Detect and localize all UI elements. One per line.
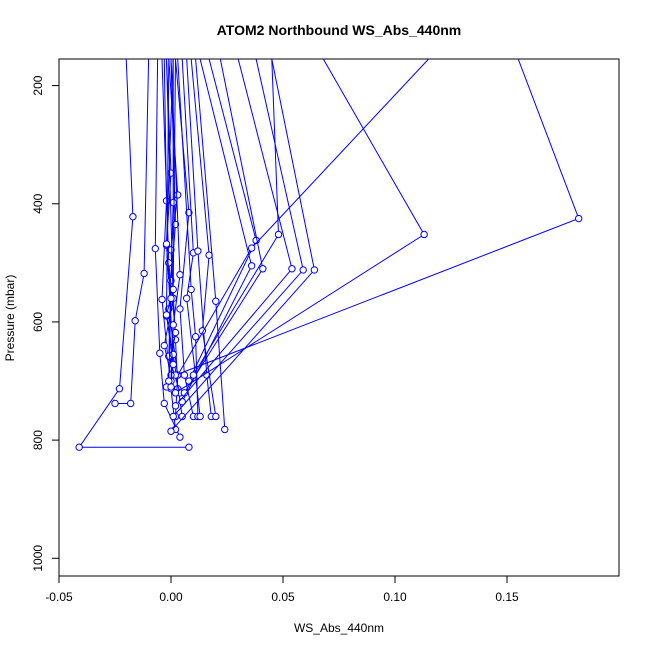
plot-area	[75, 59, 583, 451]
data-point	[247, 244, 256, 252]
data-point	[160, 341, 168, 350]
data-point	[176, 433, 184, 441]
data-point	[129, 213, 137, 221]
data-point	[212, 297, 220, 305]
x-tick-label: 0.00	[159, 590, 183, 604]
data-point	[162, 240, 171, 248]
data-point	[176, 270, 184, 279]
series-line	[186, 59, 212, 417]
data-point	[574, 214, 583, 223]
y-axis-label: Pressure (mbar)	[3, 275, 17, 362]
y-tick-label: 1000	[31, 545, 45, 572]
data-point	[75, 443, 83, 451]
data-point	[169, 350, 177, 359]
data-point	[169, 412, 177, 421]
data-point	[158, 295, 166, 304]
data-point	[171, 402, 180, 410]
data-point	[169, 285, 177, 294]
data-point	[247, 262, 256, 270]
x-tick-label: 0.15	[495, 590, 519, 604]
data-point	[115, 384, 124, 393]
plot-frame	[58, 58, 620, 577]
x-axis-label: WS_Abs_440nm	[294, 621, 384, 635]
data-point	[140, 269, 148, 278]
data-point	[165, 377, 173, 385]
series-line	[190, 59, 217, 417]
series-line	[192, 59, 280, 376]
series-line	[165, 59, 174, 382]
y-tick-label: 400	[31, 193, 45, 213]
y-axis: 200 400 600 800 1000	[31, 75, 60, 572]
data-point	[167, 294, 175, 302]
data-point	[274, 230, 283, 239]
chart-title: ATOM2 Northbound WS_Abs_440nm	[217, 22, 462, 38]
data-point	[160, 399, 168, 408]
data-point	[194, 247, 202, 255]
y-tick-label: 800	[31, 430, 45, 450]
data-point	[288, 265, 296, 273]
data-point	[126, 399, 135, 408]
x-tick-label: 0.05	[271, 590, 295, 604]
series-line	[177, 59, 199, 417]
data-point	[169, 360, 177, 369]
data-point	[299, 266, 307, 274]
data-point	[162, 311, 171, 319]
data-point	[187, 285, 195, 294]
y-tick-label: 200	[31, 75, 45, 95]
data-point	[191, 333, 200, 341]
data-point	[176, 305, 184, 313]
data-point	[131, 317, 139, 325]
data-point	[151, 244, 160, 253]
data-point	[167, 427, 175, 435]
data-point	[196, 412, 204, 421]
data-point	[212, 412, 220, 421]
data-point	[182, 294, 191, 302]
data-point	[174, 191, 182, 199]
data-point	[189, 371, 198, 379]
series-line	[175, 59, 580, 376]
data-point	[169, 321, 177, 329]
data-point	[185, 443, 193, 451]
x-tick-label: 0.10	[383, 590, 407, 604]
data-point	[171, 328, 180, 337]
series-line	[181, 59, 201, 417]
series-line	[163, 59, 174, 376]
x-axis: -0.05 0.00 0.05 0.10 0.15	[45, 575, 519, 604]
data-point	[167, 246, 175, 254]
data-point	[156, 349, 164, 357]
y-tick-label: 600	[31, 312, 45, 332]
x-tick-label: -0.05	[45, 590, 73, 604]
data-point	[221, 425, 229, 434]
data-point	[420, 230, 428, 239]
series-line	[177, 59, 429, 376]
data-point	[171, 389, 180, 397]
data-point	[310, 266, 319, 274]
data-point	[111, 399, 119, 408]
data-point	[259, 265, 267, 273]
